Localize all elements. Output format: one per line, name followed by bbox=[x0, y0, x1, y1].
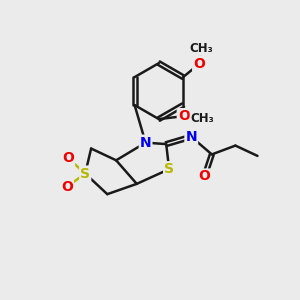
Text: O: O bbox=[178, 109, 190, 123]
Text: O: O bbox=[62, 151, 74, 165]
Text: CH₃: CH₃ bbox=[190, 42, 214, 55]
Text: N: N bbox=[185, 130, 197, 144]
Text: CH₃: CH₃ bbox=[190, 112, 214, 125]
Text: CH₃: CH₃ bbox=[190, 42, 214, 55]
Text: CH₃: CH₃ bbox=[190, 112, 214, 125]
Text: O: O bbox=[178, 109, 190, 123]
Text: O: O bbox=[193, 57, 205, 71]
Text: S: S bbox=[164, 162, 174, 176]
Text: N: N bbox=[140, 136, 152, 150]
Text: S: S bbox=[80, 167, 90, 181]
Text: O: O bbox=[193, 57, 205, 71]
Text: O: O bbox=[61, 180, 73, 194]
Text: O: O bbox=[199, 169, 210, 184]
